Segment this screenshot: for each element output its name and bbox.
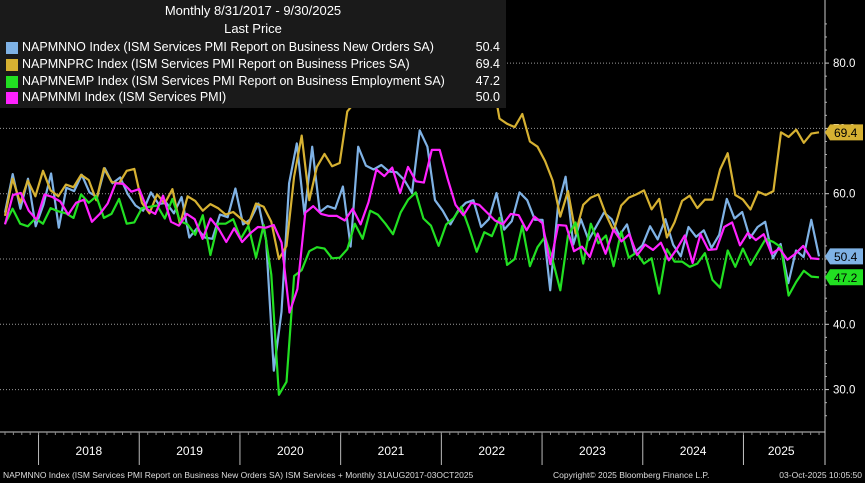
legend-swatch-employment: [6, 76, 18, 88]
legend-value: 50.0: [475, 90, 500, 104]
y-tick-label: 60.0: [833, 189, 855, 201]
y-tick-label: 80.0: [833, 58, 855, 70]
gridlines: [0, 62, 825, 391]
x-year-label: 2023: [579, 444, 606, 458]
chart-subtitle: Last Price: [224, 21, 282, 36]
x-year-label: 2021: [378, 444, 405, 458]
legend-value: 50.4: [475, 40, 500, 54]
y-axis: 30.040.050.060.070.080.0: [824, 0, 855, 465]
footer-source: NAPMNNO Index (ISM Services PMI Report o…: [3, 470, 474, 480]
legend-item-pmi: NAPMNMI Index (ISM Services PMI) 50.0: [6, 90, 502, 106]
value-tags: 69.4 50.4 47.2: [825, 124, 863, 286]
value-tag-label: 69.4: [834, 126, 858, 140]
x-year-label: 2025: [768, 444, 795, 458]
series-line-employment: [4, 191, 820, 396]
value-tag-bg: [825, 269, 863, 286]
x-axis: 2018 2019 2020 2021 2022 2023 2024 2025: [0, 431, 825, 465]
legend-label: NAPMNEMP Index (ISM Services PMI Report …: [22, 74, 445, 88]
y-tick-label: 30.0: [833, 385, 855, 397]
legend: Monthly 8/31/2017 - 9/30/2025 Last Price…: [0, 0, 506, 108]
value-tag-bg: [825, 124, 863, 141]
x-year-label: 2024: [680, 444, 707, 458]
footer-timestamp: 03-Oct-2025 10:05:50: [779, 470, 862, 480]
x-year-label: 2019: [176, 444, 203, 458]
legend-value: 47.2: [475, 74, 500, 88]
footer-copyright: Copyright© 2025 Bloomberg Finance L.P.: [553, 470, 710, 480]
legend-item-employment: NAPMNEMP Index (ISM Services PMI Report …: [6, 74, 502, 90]
series-line-pmi: [3, 148, 820, 314]
legend-label: NAPMNMI Index (ISM Services PMI): [22, 90, 227, 104]
legend-item-new-orders: NAPMNNO Index (ISM Services PMI Report o…: [6, 40, 502, 56]
legend-label: NAPMNNO Index (ISM Services PMI Report o…: [22, 40, 434, 54]
legend-swatch-prices: [6, 59, 18, 71]
x-year-label: 2018: [76, 444, 103, 458]
y-tick-label: 40.0: [833, 319, 855, 331]
legend-swatch-pmi: [6, 92, 18, 104]
value-tag-new_orders: 50.4: [825, 248, 863, 265]
legend-value: 69.4: [475, 57, 500, 71]
value-tag-bg: [825, 248, 863, 265]
legend-item-prices: NAPMNPRC Index (ISM Services PMI Report …: [6, 57, 502, 73]
value-tag-label: 47.2: [834, 271, 858, 285]
legend-label: NAPMNPRC Index (ISM Services PMI Report …: [22, 57, 410, 71]
legend-swatch-new-orders: [6, 42, 18, 54]
value-tag-prices: 69.4: [825, 124, 863, 141]
value-tag-employment: 47.2: [825, 269, 863, 286]
x-year-label: 2022: [478, 444, 505, 458]
value-tag-label: 50.4: [834, 250, 858, 264]
x-year-label: 2020: [277, 444, 304, 458]
chart-title: Monthly 8/31/2017 - 9/30/2025: [164, 3, 342, 18]
